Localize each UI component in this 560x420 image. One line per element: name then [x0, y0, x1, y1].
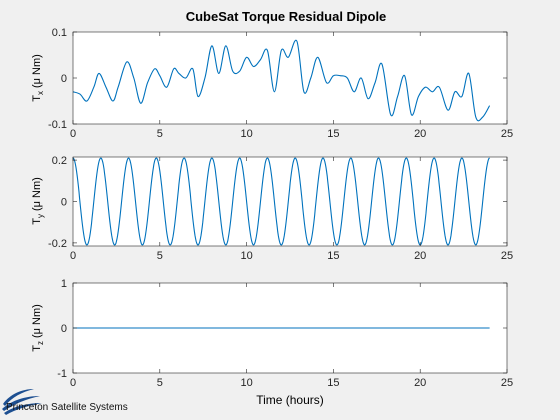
- logo-swoosh-icon: [2, 389, 42, 415]
- y-tick-label: 0: [61, 323, 67, 335]
- y-tick-label: 0.1: [52, 27, 67, 39]
- chart-title: CubeSat Torque Residual Dipole: [186, 9, 387, 24]
- x-tick-label: 25: [501, 128, 513, 140]
- x-tick-label: 15: [327, 250, 339, 262]
- x-tick-label: 25: [501, 377, 513, 389]
- axes-ty: 0 5 10 15 20 25-0.200.2 Ty(μ Nm): [31, 155, 513, 262]
- x-tick-label: 15: [327, 377, 339, 389]
- y-tick-label: 1: [61, 278, 67, 290]
- x-tick-label: 20: [414, 128, 426, 140]
- x-tick-label: 25: [501, 250, 513, 262]
- x-tick-label: 0: [70, 250, 76, 262]
- x-tick-label: 20: [414, 377, 426, 389]
- x-tick-label: 0: [70, 377, 76, 389]
- company-logo: Princeton Satellite Systems: [2, 389, 128, 415]
- xlabel: Time (hours): [256, 393, 324, 407]
- x-tick-label: 20: [414, 250, 426, 262]
- y-tick-label: 0: [61, 197, 67, 209]
- x-tick-label: 5: [157, 377, 163, 389]
- plot-area-ty: [73, 157, 507, 246]
- plot-area-tx: [73, 32, 507, 124]
- series-line-0-0: [72, 39, 491, 122]
- x-tick-label: 5: [157, 250, 163, 262]
- y-tick-label: 0.2: [52, 155, 67, 167]
- x-tick-label: 10: [240, 128, 252, 140]
- x-tick-label: 5: [157, 128, 163, 140]
- x-tick-label: 15: [327, 128, 339, 140]
- x-tick-label: 0: [70, 128, 76, 140]
- ylabel-ty: Ty(μ Nm): [31, 177, 45, 225]
- axes-tz: 0 5 10 15 20 25-101 Tz(μ Nm): [31, 278, 513, 389]
- y-tick-label: -1: [57, 368, 67, 380]
- axes-tx: 0 5 10 15 20 25-0.100.1 Tx(μ Nm): [31, 27, 513, 140]
- ylabel-tx: Tx(μ Nm): [31, 54, 45, 102]
- y-tick-label: 0: [61, 73, 67, 85]
- x-tick-label: 10: [240, 377, 252, 389]
- logo-text: Princeton Satellite Systems: [6, 402, 128, 413]
- x-tick-label: 10: [240, 250, 252, 262]
- y-tick-label: -0.1: [48, 119, 67, 131]
- y-tick-label: -0.2: [48, 238, 67, 250]
- ylabel-tz: Tz(μ Nm): [31, 304, 45, 352]
